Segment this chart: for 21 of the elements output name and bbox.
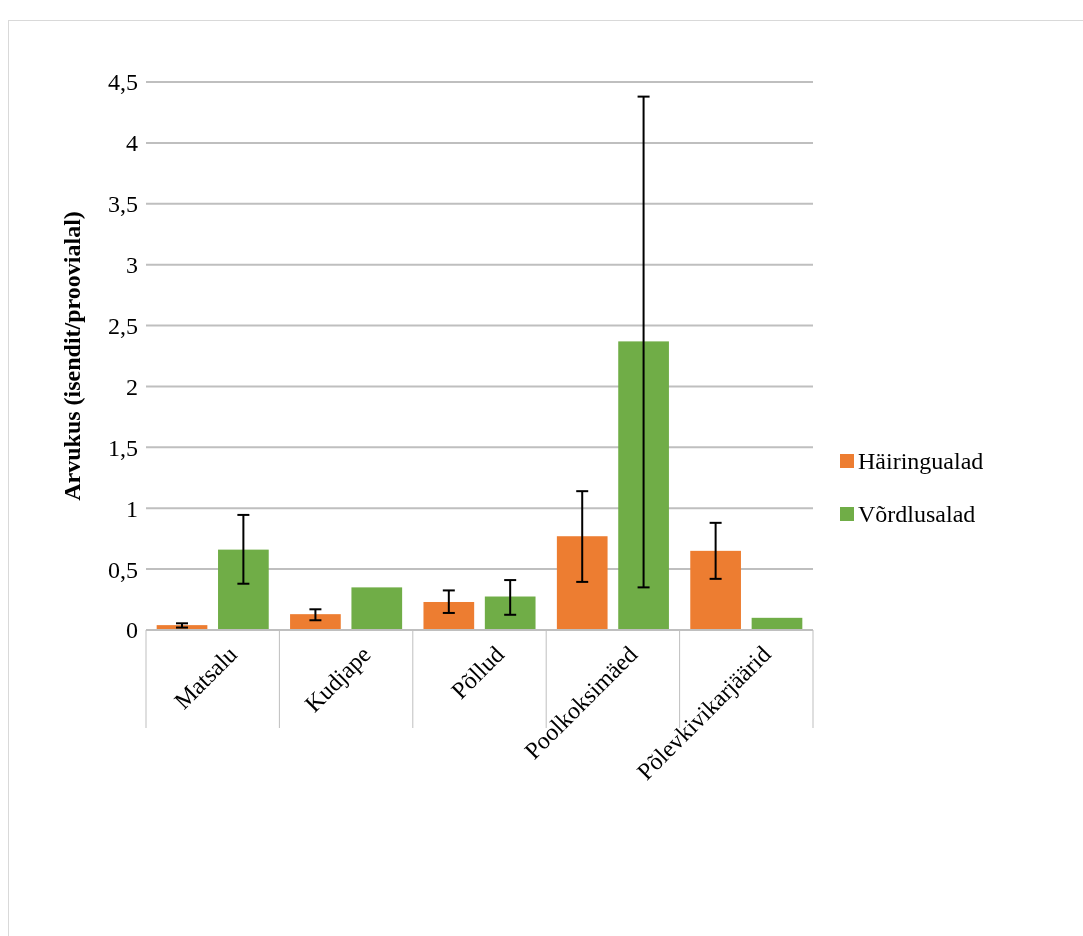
bar	[690, 550, 741, 630]
bar	[351, 587, 403, 630]
bar	[618, 341, 669, 630]
y-tick-label: 1,5	[108, 434, 138, 461]
y-tick-label: 2	[126, 373, 138, 400]
y-tick-label: 0	[126, 617, 138, 644]
y-tick-label: 3,5	[108, 191, 138, 218]
y-tick-label: 0,5	[108, 556, 138, 583]
y-tick-label: 2,5	[108, 312, 138, 339]
bar	[290, 614, 341, 630]
legend-label: Võrdlusalad	[858, 501, 976, 528]
legend-label: Häiringualad	[858, 448, 984, 475]
y-tick-label: 1	[126, 495, 138, 522]
bar	[423, 601, 475, 630]
bar	[556, 536, 608, 630]
y-axis-title: Arvukus (isendit/proovialal)	[59, 211, 85, 501]
y-tick-label: 4,5	[108, 69, 138, 96]
bar	[484, 596, 536, 630]
y-tick-label: 3	[126, 252, 138, 279]
bar	[218, 549, 269, 630]
y-tick-label: 4	[126, 130, 138, 157]
